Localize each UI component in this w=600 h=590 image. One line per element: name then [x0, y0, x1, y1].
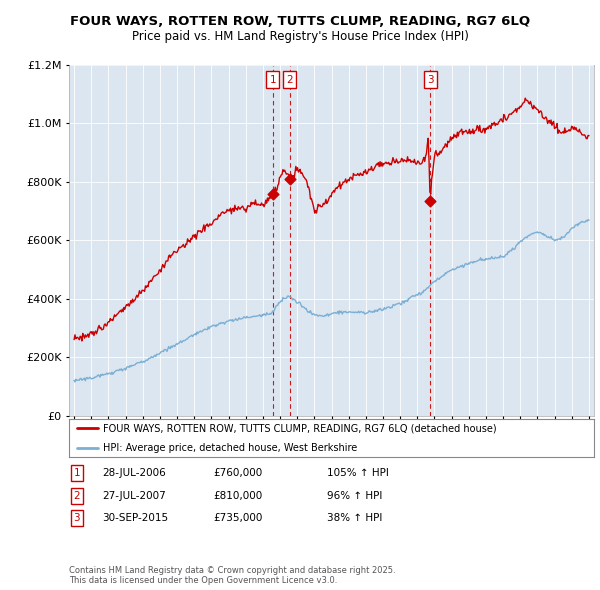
Text: 2: 2 — [286, 74, 293, 84]
Text: 1: 1 — [269, 74, 276, 84]
Text: 27-JUL-2007: 27-JUL-2007 — [102, 491, 166, 500]
Text: FOUR WAYS, ROTTEN ROW, TUTTS CLUMP, READING, RG7 6LQ: FOUR WAYS, ROTTEN ROW, TUTTS CLUMP, READ… — [70, 15, 530, 28]
Text: 3: 3 — [427, 74, 433, 84]
Text: HPI: Average price, detached house, West Berkshire: HPI: Average price, detached house, West… — [103, 442, 358, 453]
Text: £735,000: £735,000 — [213, 513, 262, 523]
Text: Contains HM Land Registry data © Crown copyright and database right 2025.
This d: Contains HM Land Registry data © Crown c… — [69, 566, 395, 585]
Text: 30-SEP-2015: 30-SEP-2015 — [102, 513, 168, 523]
Text: 38% ↑ HPI: 38% ↑ HPI — [327, 513, 382, 523]
Text: £760,000: £760,000 — [213, 468, 262, 478]
Text: 3: 3 — [73, 513, 80, 523]
Text: FOUR WAYS, ROTTEN ROW, TUTTS CLUMP, READING, RG7 6LQ (detached house): FOUR WAYS, ROTTEN ROW, TUTTS CLUMP, READ… — [103, 424, 497, 434]
Point — [425, 196, 435, 206]
Text: 28-JUL-2006: 28-JUL-2006 — [102, 468, 166, 478]
Text: Price paid vs. HM Land Registry's House Price Index (HPI): Price paid vs. HM Land Registry's House … — [131, 30, 469, 43]
Text: 1: 1 — [73, 468, 80, 478]
Point — [268, 189, 277, 198]
Text: £810,000: £810,000 — [213, 491, 262, 500]
Text: 2: 2 — [73, 491, 80, 500]
Text: 96% ↑ HPI: 96% ↑ HPI — [327, 491, 382, 500]
Text: 105% ↑ HPI: 105% ↑ HPI — [327, 468, 389, 478]
Point — [285, 174, 295, 183]
